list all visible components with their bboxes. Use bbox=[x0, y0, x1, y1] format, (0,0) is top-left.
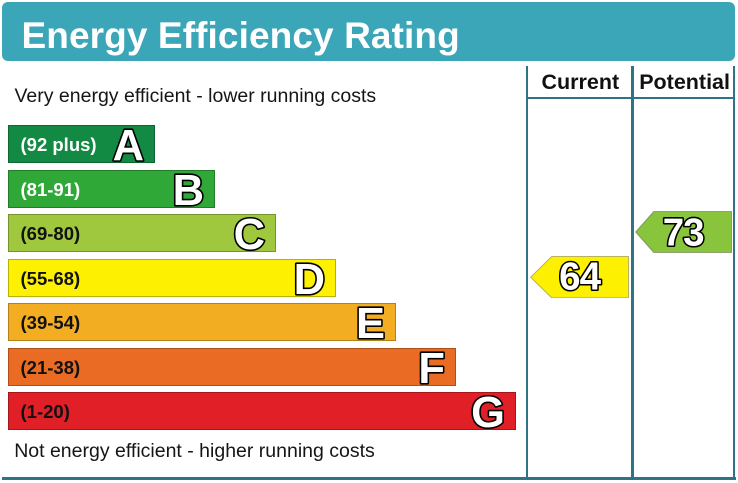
svg-text:73: 73 bbox=[663, 211, 704, 253]
svg-text:E: E bbox=[355, 304, 384, 342]
svg-text:A: A bbox=[113, 126, 144, 164]
svg-text:B: B bbox=[173, 171, 204, 209]
svg-text:D: D bbox=[293, 260, 324, 298]
svg-text:64: 64 bbox=[559, 256, 601, 298]
svg-text:F: F bbox=[418, 349, 445, 387]
svg-text:G: G bbox=[471, 393, 505, 431]
svg-text:C: C bbox=[233, 215, 264, 253]
